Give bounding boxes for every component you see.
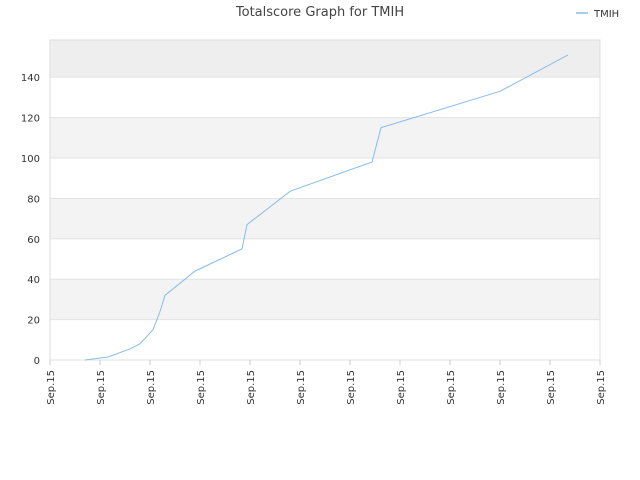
y-tick-label: 0 bbox=[34, 356, 40, 367]
x-tick-label: Sep.15 bbox=[296, 370, 307, 405]
grid-band bbox=[50, 40, 600, 78]
y-tick-label: 120 bbox=[21, 114, 40, 125]
x-tick-label: Sep.15 bbox=[446, 370, 457, 405]
x-tick-label: Sep.15 bbox=[496, 370, 507, 405]
grid-band bbox=[50, 198, 600, 239]
legend-label: TMIH bbox=[593, 9, 619, 20]
y-tick-label: 100 bbox=[21, 154, 40, 165]
data-line bbox=[84, 54, 569, 361]
y-tick-label: 20 bbox=[27, 316, 40, 327]
y-tick-label: 60 bbox=[27, 235, 40, 246]
chart-title: Totalscore Graph for TMIH bbox=[235, 5, 404, 20]
y-tick-label: 80 bbox=[27, 194, 40, 205]
x-tick-label: Sep.15 bbox=[246, 370, 257, 405]
y-tick-label: 140 bbox=[21, 73, 40, 84]
x-tick-label: Sep.15 bbox=[346, 370, 357, 405]
grid-band bbox=[50, 279, 600, 320]
x-tick-label: Sep.15 bbox=[546, 370, 557, 405]
x-tick-label: Sep.15 bbox=[146, 370, 157, 405]
y-tick-label: 40 bbox=[27, 275, 40, 286]
x-tick-label: Sep.15 bbox=[596, 370, 607, 405]
grid-band bbox=[50, 117, 600, 158]
x-tick-label: Sep.15 bbox=[96, 370, 107, 405]
x-tick-label: Sep.15 bbox=[196, 370, 207, 405]
x-tick-label: Sep.15 bbox=[396, 370, 407, 405]
x-tick-label: Sep.15 bbox=[46, 370, 57, 405]
